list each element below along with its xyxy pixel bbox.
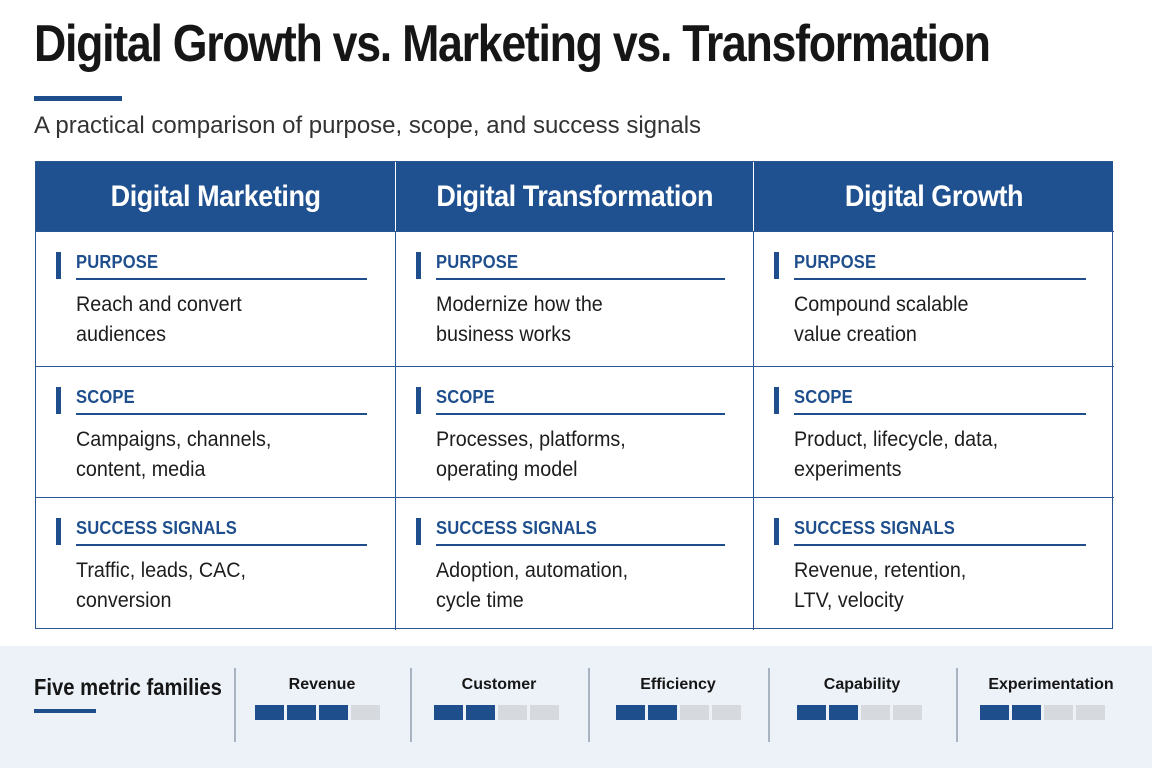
metric-name: Customer (461, 676, 537, 693)
page-title: Digital Growth vs. Marketing vs. Transfo… (34, 15, 991, 73)
section-marker (774, 518, 779, 545)
section-rule (76, 544, 367, 546)
section-marker (56, 387, 61, 414)
metric-divider (588, 668, 590, 742)
section-marker (774, 252, 779, 279)
section-rule (794, 413, 1086, 415)
section-label: SCOPE (436, 387, 495, 407)
level-block-empty (893, 705, 922, 720)
metric-divider (768, 668, 770, 742)
comparison-table: Digital Marketing Digital Transformation… (35, 161, 1114, 630)
level-block-empty (530, 705, 559, 720)
level-block-empty (712, 705, 741, 720)
metric-divider (234, 668, 236, 742)
level-block-filled (434, 705, 463, 720)
level-block-filled (797, 705, 826, 720)
cell-marketing-signals: SUCCESS SIGNALS Traffic, leads, CAC, con… (36, 497, 396, 630)
section-text: Compound scalable value creation (794, 293, 969, 346)
section-label: PURPOSE (436, 252, 519, 272)
section-text: Traffic, leads, CAC, conversion (76, 559, 247, 612)
section-text: Adoption, automation, cycle time (436, 559, 629, 612)
level-block-filled (255, 705, 284, 720)
level-block-empty (861, 705, 890, 720)
section-rule (794, 278, 1086, 280)
footer-label: Five metric families (34, 674, 222, 700)
metric-revenue: Revenue (234, 668, 410, 742)
section-marker (416, 518, 421, 545)
metric-name: Capability (823, 676, 901, 693)
level-block-filled (648, 705, 677, 720)
level-block-empty (1076, 705, 1105, 720)
section-marker (774, 387, 779, 414)
cell-transformation-signals: SUCCESS SIGNALS Adoption, automation, cy… (396, 497, 754, 630)
column-heading-growth: Digital Growth (754, 162, 1114, 231)
section-text: Reach and convert audiences (76, 293, 242, 346)
section-label: SUCCESS SIGNALS (794, 518, 956, 538)
section-marker (416, 252, 421, 279)
level-block-filled (1012, 705, 1041, 720)
metric-level (980, 705, 1105, 720)
title-underline (34, 96, 122, 101)
level-block-filled (829, 705, 858, 720)
level-block-filled (466, 705, 495, 720)
level-block-filled (287, 705, 316, 720)
metric-level (434, 705, 559, 720)
column-heading-marketing: Digital Marketing (36, 162, 396, 231)
page-subtitle: A practical comparison of purpose, scope… (34, 112, 702, 139)
section-text: Campaigns, channels, content, media (76, 428, 272, 481)
section-marker (56, 518, 61, 545)
footer-underline (34, 709, 96, 713)
level-block-empty (351, 705, 380, 720)
metric-capability: Capability (768, 668, 956, 742)
section-rule (76, 413, 367, 415)
section-rule (76, 278, 367, 280)
metric-name: Revenue (288, 676, 356, 693)
metric-level (616, 705, 741, 720)
section-text: Modernize how the business works (436, 293, 603, 346)
metric-name: Efficiency (640, 676, 716, 693)
cell-growth-signals: SUCCESS SIGNALS Revenue, retention, LTV,… (754, 497, 1114, 630)
metric-experimentation: Experimentation (956, 668, 1146, 742)
section-label: SCOPE (76, 387, 135, 407)
cell-transformation-purpose: PURPOSE Modernize how the business works (396, 231, 754, 366)
cell-transformation-scope: SCOPE Processes, platforms, operating mo… (396, 366, 754, 497)
cell-growth-purpose: PURPOSE Compound scalable value creation (754, 231, 1114, 366)
section-rule (794, 544, 1086, 546)
column-heading-transformation: Digital Transformation (396, 162, 754, 231)
metric-level (255, 705, 380, 720)
level-block-filled (980, 705, 1009, 720)
section-label: PURPOSE (76, 252, 159, 272)
section-rule (436, 278, 725, 280)
metric-efficiency: Efficiency (588, 668, 768, 742)
metric-divider (410, 668, 412, 742)
cell-marketing-scope: SCOPE Campaigns, channels, content, medi… (36, 366, 396, 497)
metric-name: Experimentation (988, 676, 1114, 693)
section-text: Processes, platforms, operating model (436, 428, 626, 481)
section-marker (56, 252, 61, 279)
metric-divider (956, 668, 958, 742)
level-block-empty (680, 705, 709, 720)
metric-level (797, 705, 922, 720)
level-block-filled (616, 705, 645, 720)
section-label: PURPOSE (794, 252, 877, 272)
cell-growth-scope: SCOPE Product, lifecycle, data, experime… (754, 366, 1114, 497)
section-label: SCOPE (794, 387, 853, 407)
metric-families-footer: Five metric families Revenue Customer Ef… (0, 646, 1152, 768)
section-marker (416, 387, 421, 414)
section-text: Revenue, retention, LTV, velocity (794, 559, 967, 612)
level-block-empty (1044, 705, 1073, 720)
metric-customer: Customer (410, 668, 588, 742)
section-rule (436, 544, 725, 546)
section-text: Product, lifecycle, data, experiments (794, 428, 999, 481)
section-label: SUCCESS SIGNALS (76, 518, 238, 538)
section-rule (436, 413, 725, 415)
cell-marketing-purpose: PURPOSE Reach and convert audiences (36, 231, 396, 366)
level-block-filled (319, 705, 348, 720)
section-label: SUCCESS SIGNALS (436, 518, 598, 538)
level-block-empty (498, 705, 527, 720)
